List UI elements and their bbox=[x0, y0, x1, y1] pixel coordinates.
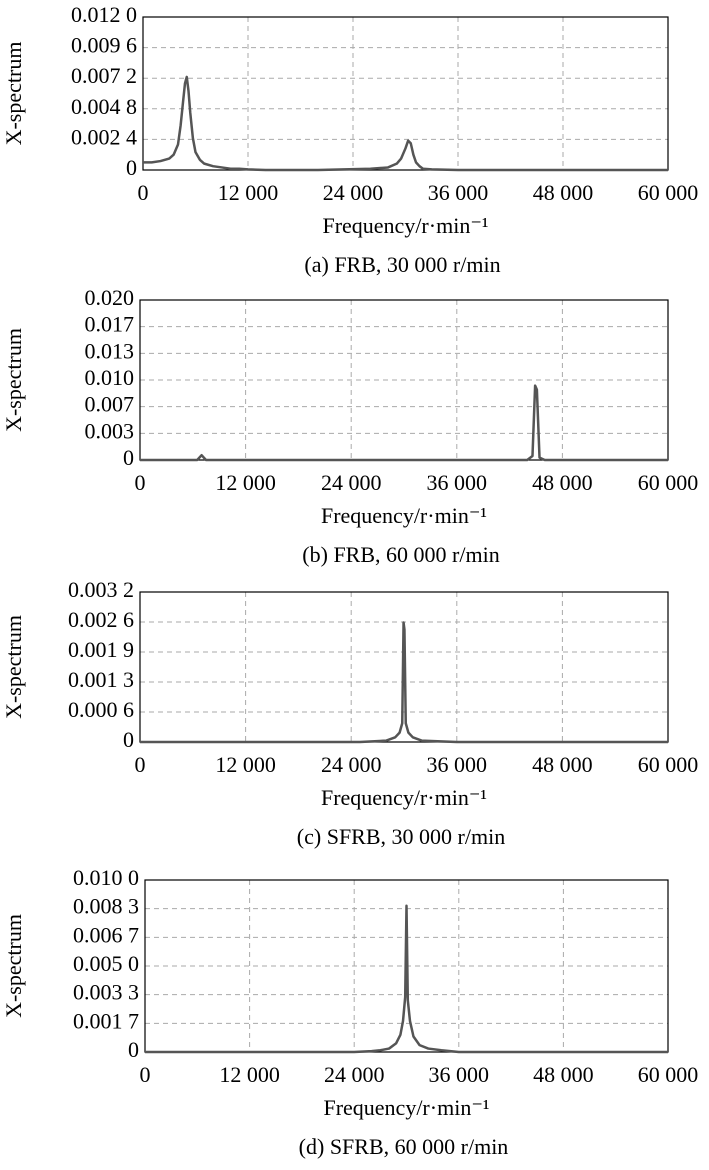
y-tick-label: 0.006 7 bbox=[73, 922, 139, 947]
y-tick-label: 0.004 8 bbox=[71, 94, 137, 119]
x-tick-label: 12 000 bbox=[215, 752, 276, 777]
x-axis-label: Frequency/r·min⁻¹ bbox=[321, 503, 487, 528]
caption: (c) SFRB, 30 000 r/min bbox=[297, 824, 505, 849]
y-tick-label: 0 bbox=[123, 727, 134, 752]
y-tick-label: 0 bbox=[123, 445, 134, 470]
x-tick-label: 48 000 bbox=[532, 470, 593, 495]
y-tick-label: 0.007 2 bbox=[71, 63, 137, 88]
spectrum-line bbox=[140, 621, 668, 744]
y-tick-label: 0.009 6 bbox=[71, 33, 137, 58]
y-axis-label: X-spectrum bbox=[1, 615, 26, 719]
x-tick-label: 0 bbox=[138, 180, 149, 205]
x-tick-label: 12 000 bbox=[215, 470, 276, 495]
y-tick-label: 0.003 2 bbox=[68, 577, 134, 602]
y-axis-label: X-spectrum bbox=[1, 42, 26, 146]
y-tick-label: 0.005 0 bbox=[73, 951, 139, 976]
x-axis-label: Frequency/r·min⁻¹ bbox=[322, 213, 488, 238]
y-tick-label: 0.017 bbox=[85, 312, 135, 337]
y-tick-label: 0.001 3 bbox=[68, 667, 134, 692]
y-tick-label: 0.001 9 bbox=[68, 637, 134, 662]
x-tick-label: 48 000 bbox=[533, 180, 594, 205]
x-tick-label: 60 000 bbox=[638, 470, 699, 495]
plot-frame bbox=[139, 591, 669, 743]
spectrum-line bbox=[145, 904, 668, 1054]
x-tick-label: 24 000 bbox=[321, 470, 382, 495]
x-tick-label: 48 000 bbox=[532, 752, 593, 777]
x-tick-label: 0 bbox=[135, 752, 146, 777]
spectrum-line bbox=[143, 75, 668, 172]
caption: (d) SFRB, 60 000 r/min bbox=[299, 1134, 509, 1159]
y-tick-label: 0 bbox=[128, 1037, 139, 1062]
y-tick-label: 0.010 0 bbox=[73, 865, 139, 890]
x-tick-label: 60 000 bbox=[638, 752, 699, 777]
x-tick-label: 36 000 bbox=[429, 1062, 490, 1087]
x-axis-label: Frequency/r·min⁻¹ bbox=[323, 1095, 489, 1120]
x-tick-label: 60 000 bbox=[638, 180, 699, 205]
x-tick-label: 24 000 bbox=[321, 752, 382, 777]
plot-frame bbox=[142, 16, 669, 171]
x-tick-label: 36 000 bbox=[428, 180, 489, 205]
x-tick-label: 0 bbox=[135, 470, 146, 495]
x-tick-label: 24 000 bbox=[324, 1062, 385, 1087]
y-axis-label: X-spectrum bbox=[1, 914, 26, 1018]
y-tick-label: 0.013 bbox=[85, 338, 135, 363]
y-tick-label: 0.002 6 bbox=[68, 607, 134, 632]
y-tick-label: 0.020 bbox=[85, 285, 135, 310]
y-tick-label: 0.007 bbox=[85, 392, 135, 417]
x-tick-label: 12 000 bbox=[219, 1062, 280, 1087]
x-tick-label: 0 bbox=[140, 1062, 151, 1087]
y-tick-label: 0 bbox=[126, 155, 137, 180]
x-tick-label: 48 000 bbox=[533, 1062, 594, 1087]
y-tick-label: 0.012 0 bbox=[71, 2, 137, 27]
y-tick-label: 0.010 bbox=[85, 365, 135, 390]
x-tick-label: 60 000 bbox=[638, 1062, 699, 1087]
y-tick-label: 0.003 3 bbox=[73, 980, 139, 1005]
caption: (b) FRB, 60 000 r/min bbox=[302, 542, 499, 567]
x-tick-label: 24 000 bbox=[323, 180, 384, 205]
y-tick-label: 0.001 7 bbox=[73, 1008, 139, 1033]
x-tick-label: 12 000 bbox=[218, 180, 279, 205]
x-tick-label: 36 000 bbox=[427, 470, 488, 495]
plot-frame bbox=[144, 879, 669, 1053]
y-axis-label: X-spectrum bbox=[1, 328, 26, 432]
y-tick-label: 0.000 6 bbox=[68, 697, 134, 722]
x-axis-label: Frequency/r·min⁻¹ bbox=[321, 785, 487, 810]
spectrum-line bbox=[140, 384, 668, 462]
caption: (a) FRB, 30 000 r/min bbox=[304, 252, 500, 277]
y-tick-label: 0.008 3 bbox=[73, 894, 139, 919]
y-tick-label: 0.002 4 bbox=[71, 124, 137, 149]
x-tick-label: 36 000 bbox=[427, 752, 488, 777]
y-tick-label: 0.003 bbox=[85, 418, 135, 443]
